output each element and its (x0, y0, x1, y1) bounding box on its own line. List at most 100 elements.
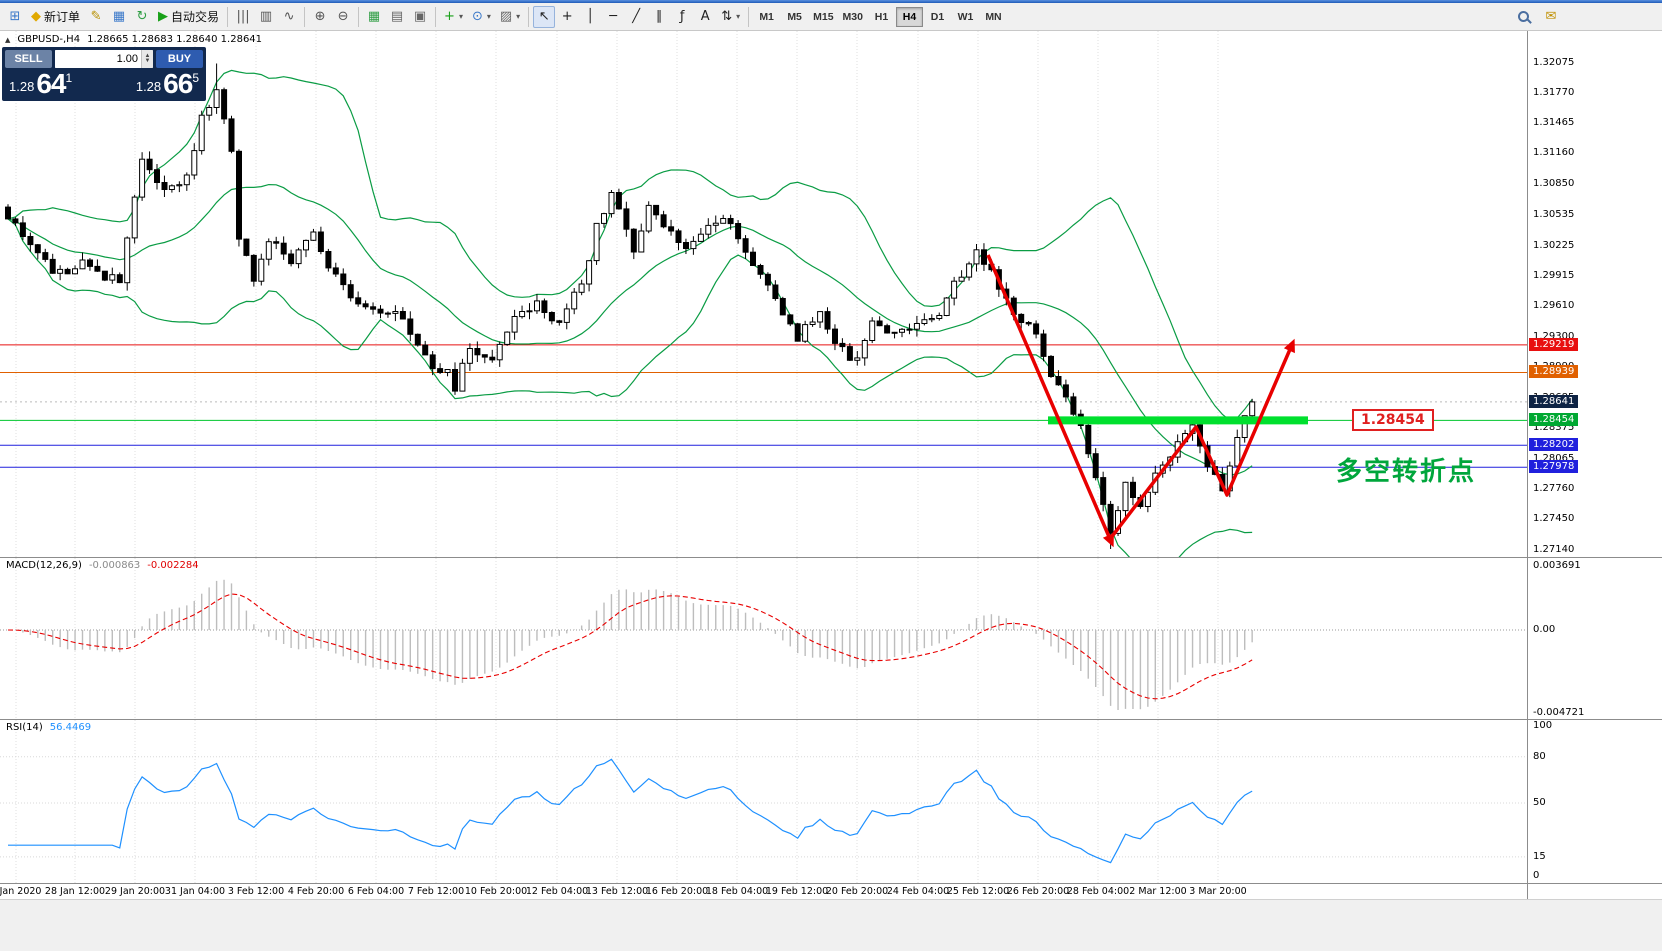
toolbar-right-group: ✉ (1512, 6, 1562, 28)
rsi-label: RSI(14) 56.4469 (6, 722, 91, 733)
data-window-icon[interactable]: ▦ (108, 6, 130, 28)
arrange-windows-icon[interactable]: ▣ (409, 6, 431, 28)
timeframe-d1[interactable]: D1 (930, 10, 945, 23)
buy-button[interactable]: BUY (156, 50, 203, 68)
line-chart-type-icon[interactable]: ∿ (278, 6, 300, 28)
time-label: 26 Feb 20:00 (1006, 886, 1070, 897)
cascade-windows-icon[interactable]: ▤ (386, 6, 408, 28)
search-icon-glyph (1517, 11, 1529, 22)
bar-chart-type-icon[interactable]: ||| (232, 6, 254, 28)
templates-icon[interactable]: ▨ ▾ (496, 6, 524, 28)
tile-windows-icon[interactable]: ▦ (363, 6, 385, 28)
fibonacci-icon-glyph: ƒ (679, 9, 685, 24)
main-price-chart[interactable] (0, 31, 1527, 557)
autotrading-button-label: 自动交易 (171, 10, 220, 24)
autotrading-button[interactable]: ▶ 自动交易 (154, 6, 223, 28)
chat-icon[interactable]: ✉ (1540, 6, 1562, 28)
macd-histogram (14, 579, 1253, 710)
candlestick-chart-type-icon[interactable]: ▥ (255, 6, 277, 28)
caret-icon: ▾ (736, 12, 741, 21)
zoom-in-icon[interactable]: ⊕ (309, 6, 331, 28)
price-tick: 1.31465 (1533, 117, 1575, 129)
channel-icon[interactable]: ∥ (648, 6, 670, 28)
symbol-name: GBPUSD-,H4 (17, 34, 81, 45)
price-tick: 1.30850 (1533, 177, 1575, 189)
sell-price-pips: 64 (36, 68, 66, 99)
time-label: 10 Feb 20:00 (464, 886, 528, 897)
timeframe-h4[interactable]: H4 (895, 6, 923, 27)
rsi-tick: 0 (1533, 870, 1540, 881)
timeframe-m1[interactable]: M1 (759, 10, 774, 23)
new-order-button[interactable]: ◆ 新订单 (27, 6, 84, 28)
turning-point-note: 多空转折点 (1336, 457, 1477, 487)
horizontal-line-icon[interactable]: ─ (602, 6, 624, 28)
timeframe-m30[interactable]: M30 (842, 10, 863, 23)
autotrading-button-glyph: ▶ (158, 9, 169, 24)
vertical-gridlines (15, 558, 1219, 719)
crosshair-icon-glyph: + (561, 9, 573, 24)
time-label: 3 Feb 12:00 (227, 886, 285, 897)
new-order-button-glyph: ◆ (31, 9, 41, 24)
timeframe-h1[interactable]: H1 (874, 10, 889, 23)
time-label: 29 Jan 20:00 (104, 886, 166, 897)
macd-label: MACD(12,26,9) -0.000863 -0.002284 (6, 560, 199, 571)
crosshair-icon[interactable]: + (556, 6, 578, 28)
time-label: 28 Feb 04:00 (1066, 886, 1130, 897)
refresh-icon[interactable]: ↻ (131, 6, 153, 28)
vertical-line-icon[interactable]: │ (579, 6, 601, 28)
text-tool-icon[interactable]: A (694, 6, 716, 28)
arrows-tool-icon[interactable]: ⇅ ▾ (717, 6, 744, 28)
trend-arrow (986, 254, 1295, 548)
metaeditor-icon-glyph: ✎ (90, 9, 102, 24)
timeframe-w1[interactable]: W1 (957, 10, 974, 23)
price-level-label[interactable]: 1.28454 (1352, 409, 1434, 431)
search-icon[interactable] (1512, 6, 1534, 28)
buy-price-pips: 66 (163, 68, 193, 99)
horizontal-line-icon-glyph: ─ (609, 9, 618, 24)
indicators-icon[interactable]: + ▾ (440, 6, 467, 28)
timeframe-m5[interactable]: M5 (787, 10, 802, 23)
timeframe-m15[interactable]: M15 (813, 10, 834, 23)
zoom-out-icon[interactable]: ⊖ (332, 6, 354, 28)
volume-stepper[interactable]: ▲ ▼ (141, 50, 153, 68)
toolbar-separator (748, 6, 750, 27)
rsi-panel-chart[interactable] (0, 720, 1527, 883)
buy-price-base: 1.28 (135, 79, 162, 94)
window-bottom-area (0, 899, 1662, 951)
price-tick: 1.31770 (1533, 87, 1575, 99)
timeframe-mn[interactable]: MN (985, 10, 1002, 23)
indicators-icon-glyph: + (444, 9, 455, 24)
bollinger-bands (7, 69, 1253, 557)
fibonacci-icon[interactable]: ƒ (671, 6, 693, 28)
chart-window-menu[interactable]: ⊞ (4, 6, 26, 28)
sell-button[interactable]: SELL (5, 50, 52, 68)
trendline-icon[interactable]: ╱ (625, 6, 647, 28)
metaeditor-icon[interactable]: ✎ (85, 6, 107, 28)
price-tick: 1.29915 (1533, 270, 1575, 282)
price-axis[interactable]: 1.32075 1.31770 1.31465 1.31160 1.30850 1.305… (1527, 31, 1662, 899)
price-tick: 1.30225 (1533, 239, 1575, 251)
rsi-value: 56.4469 (49, 722, 92, 733)
toolbar-separator (528, 6, 530, 27)
rsi-tick: 80 (1533, 751, 1546, 762)
volume-input[interactable] (55, 50, 141, 68)
panel-separator[interactable] (0, 719, 1662, 720)
price-tick: 1.31160 (1533, 147, 1575, 159)
periods-icon[interactable]: ⊙ ▾ (468, 6, 495, 28)
time-label: 31 Jan 04:00 (164, 886, 226, 897)
macd-tick: 0.003691 (1533, 560, 1581, 571)
price-tick: 1.29300 (1533, 330, 1575, 342)
cursor-icon[interactable]: ↖ (533, 5, 556, 28)
panel-separator[interactable] (0, 557, 1662, 558)
price-tick: 1.29610 (1533, 300, 1575, 312)
candles (5, 63, 1256, 549)
toolbar-separator (358, 6, 360, 27)
symbol-icon: ▲ (5, 35, 11, 44)
price-tick: 1.27450 (1533, 513, 1575, 525)
sell-price-fraction: 1 (65, 71, 73, 85)
macd-tick: 0.00 (1533, 624, 1556, 635)
macd-panel-chart[interactable] (0, 558, 1527, 719)
panel-separator[interactable] (0, 883, 1662, 884)
